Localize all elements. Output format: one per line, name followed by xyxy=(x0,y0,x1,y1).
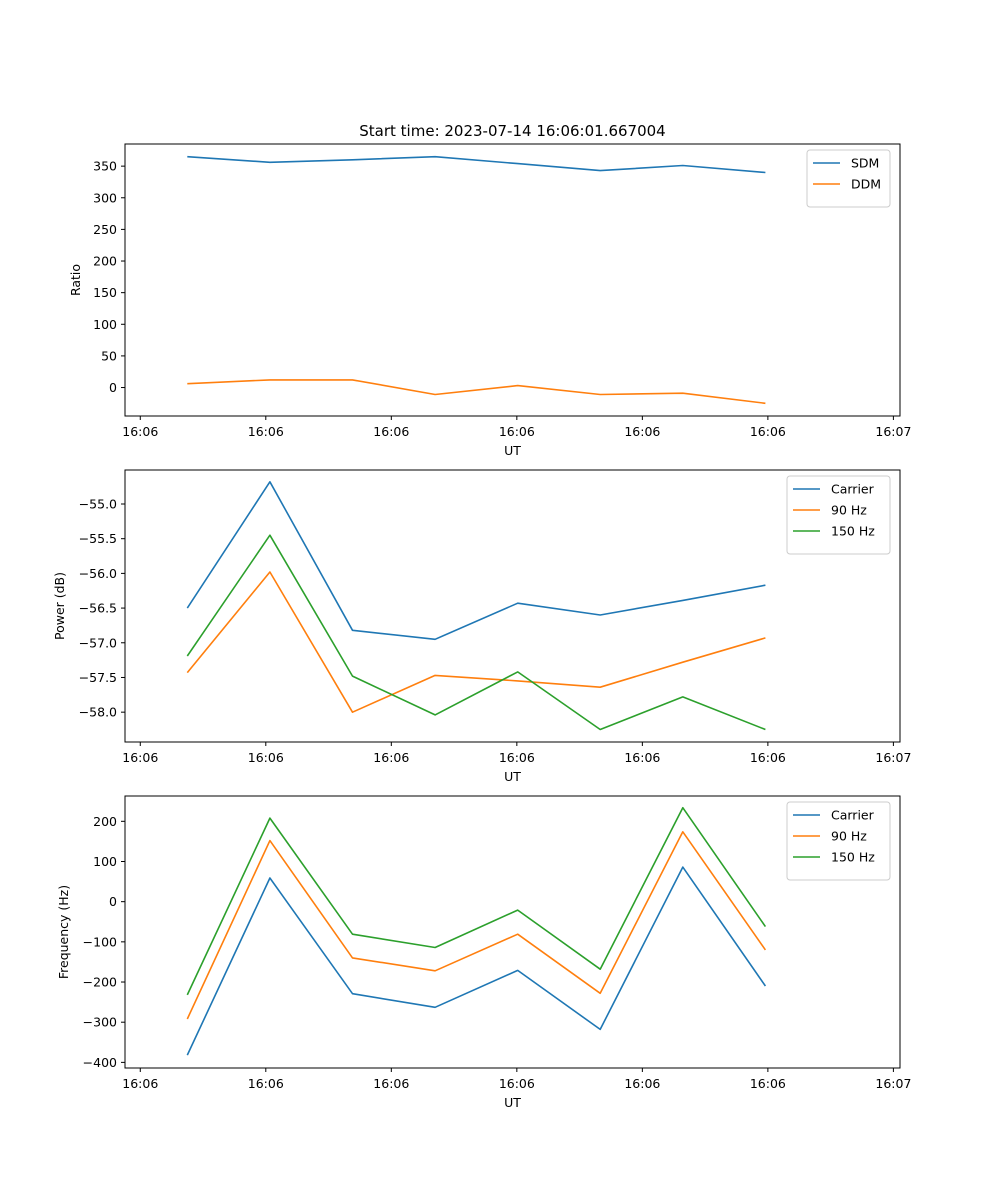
ratio-legend-label: DDM xyxy=(851,177,881,192)
frequency-legend: Carrier 90 Hz 150 Hz xyxy=(786,801,891,881)
frequency-legend-label: 90 Hz xyxy=(831,829,867,844)
ratio-x-axis-label: UT xyxy=(504,443,521,458)
ratio-y-tick-label: 0 xyxy=(109,380,117,395)
power-x-axis-label: UT xyxy=(504,769,521,784)
frequency-x-tick-label: 16:06 xyxy=(750,1076,786,1091)
frequency-y-tick-label: −100 xyxy=(83,934,117,949)
power-x-tick-label: 16:06 xyxy=(624,750,660,765)
ratio-y-tick-label: 100 xyxy=(93,317,117,332)
frequency-x-axis-label: UT xyxy=(504,1095,521,1110)
ratio-series-sdm-line xyxy=(187,155,766,174)
power-x-tick-label: 16:06 xyxy=(499,750,535,765)
power-y-tick-label: −55.5 xyxy=(79,531,117,546)
power-y-tick-label: −57.0 xyxy=(79,635,117,650)
power-series-150-hz-line xyxy=(186,534,766,731)
ratio-x-tick-label: 16:07 xyxy=(875,424,911,439)
ratio-legend-box xyxy=(806,149,891,208)
power-y-tick-label: −58.0 xyxy=(79,705,117,720)
power-x-tick-label: 16:06 xyxy=(122,750,158,765)
frequency-y-tick-label: −400 xyxy=(83,1055,117,1070)
frequency-y-tick-label: 100 xyxy=(93,854,117,869)
ratio-x-tick-label: 16:06 xyxy=(750,424,786,439)
ratio-y-tick-label: 300 xyxy=(93,190,117,205)
power-y-axis-label: Power (dB) xyxy=(52,572,67,640)
ratio-x-tick-label: 16:06 xyxy=(624,424,660,439)
frequency-x-tick-label: 16:06 xyxy=(624,1076,660,1091)
frequency-x-tick-label: 16:06 xyxy=(499,1076,535,1091)
frequency-series-carrier-line xyxy=(186,866,767,1056)
frequency-legend-label: Carrier xyxy=(831,808,875,823)
ratio-y-tick-label: 200 xyxy=(93,254,117,269)
power-series-90-hz-line xyxy=(186,571,766,714)
power-legend: Carrier 90 Hz 150 Hz xyxy=(786,475,891,555)
power-y-tick-label: −56.5 xyxy=(79,601,117,616)
power-series-carrier-line xyxy=(186,480,766,641)
frequency-series-150-hz-line xyxy=(186,806,767,996)
ratio-y-tick-label: 250 xyxy=(93,222,117,237)
frequency-x-tick-label: 16:06 xyxy=(248,1076,284,1091)
frequency-y-tick-label: 0 xyxy=(109,894,117,909)
power-x-tick-label: 16:07 xyxy=(875,750,911,765)
power-legend-label: 90 Hz xyxy=(831,503,867,518)
frequency-y-tick-label: −300 xyxy=(83,1015,117,1030)
ratio-y-tick-label: 150 xyxy=(93,285,117,300)
ratio-y-tick-label: 350 xyxy=(93,159,117,174)
frequency-x-tick-label: 16:07 xyxy=(875,1076,911,1091)
power-legend-label: Carrier xyxy=(831,482,875,497)
power-y-tick-label: −56.0 xyxy=(79,566,117,581)
frequency-x-tick-label: 16:06 xyxy=(122,1076,158,1091)
power-y-tick-label: −55.0 xyxy=(79,497,117,512)
ratio-x-tick-label: 16:06 xyxy=(122,424,158,439)
frequency-series-90-hz-line xyxy=(186,830,767,1020)
power-axes-frame xyxy=(124,469,901,743)
power-y-tick-label: −57.5 xyxy=(79,670,117,685)
ratio-axes-frame xyxy=(124,143,901,417)
power-x-tick-label: 16:06 xyxy=(248,750,284,765)
ratio-series-ddm-line xyxy=(187,379,766,405)
chart-power: 16:06 16:06 16:06 16:06 16:06 16:06 16:07 −55.0… xyxy=(52,469,911,784)
ratio-y-tick-label: 50 xyxy=(101,348,117,363)
ratio-x-tick-label: 16:06 xyxy=(499,424,535,439)
figure-title: Start time: 2023-07-14 16:06:01.667004 xyxy=(359,122,665,140)
power-legend-box xyxy=(786,475,891,555)
frequency-legend-label: 150 Hz xyxy=(831,850,875,865)
chart-frequency: 16:06 16:06 16:06 16:06 16:06 16:06 16:07 200 10… xyxy=(56,795,911,1110)
frequency-y-tick-label: −200 xyxy=(83,975,117,990)
frequency-y-axis-label: Frequency (Hz) xyxy=(56,885,71,979)
frequency-legend-box xyxy=(786,801,891,881)
ratio-x-tick-label: 16:06 xyxy=(373,424,409,439)
ratio-x-tick-label: 16:06 xyxy=(248,424,284,439)
power-x-tick-label: 16:06 xyxy=(750,750,786,765)
power-legend-label: 150 Hz xyxy=(831,524,875,539)
power-x-tick-label: 16:06 xyxy=(373,750,409,765)
ratio-legend: SDM DDM xyxy=(806,149,891,208)
frequency-x-tick-label: 16:06 xyxy=(373,1076,409,1091)
ratio-legend-label: SDM xyxy=(851,156,879,171)
frequency-y-tick-label: 200 xyxy=(93,814,117,829)
ratio-y-axis-label: Ratio xyxy=(68,264,83,296)
chart-ratio: 16:06 16:06 16:06 16:06 16:06 16:06 16:07 0 50 10… xyxy=(68,143,911,458)
frequency-axes-frame xyxy=(124,795,901,1069)
